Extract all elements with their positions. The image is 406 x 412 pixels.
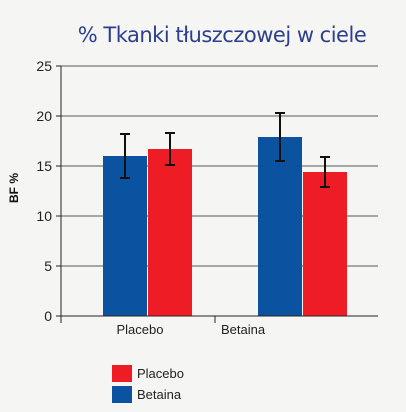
bar (258, 137, 302, 316)
y-tick-label: 0 (44, 308, 52, 324)
bar (303, 172, 347, 316)
legend-label: Betaina (137, 387, 182, 402)
legend-label: Placebo (137, 366, 184, 381)
y-tick-label: 25 (36, 58, 52, 74)
chart-title: % Tkanki tłuszczowej w ciele (78, 23, 367, 47)
x-tick-label: Betaina (221, 322, 266, 337)
y-axis-label: BF % (7, 173, 21, 203)
y-tick-label: 5 (44, 258, 52, 274)
x-tick-label: Placebo (117, 322, 164, 337)
y-tick-label: 15 (36, 158, 52, 174)
y-tick-label: 10 (36, 208, 52, 224)
bar (148, 149, 192, 316)
legend-swatch (112, 386, 132, 403)
bar (103, 156, 147, 316)
y-tick-label: 20 (36, 108, 52, 124)
legend-swatch (112, 365, 132, 382)
